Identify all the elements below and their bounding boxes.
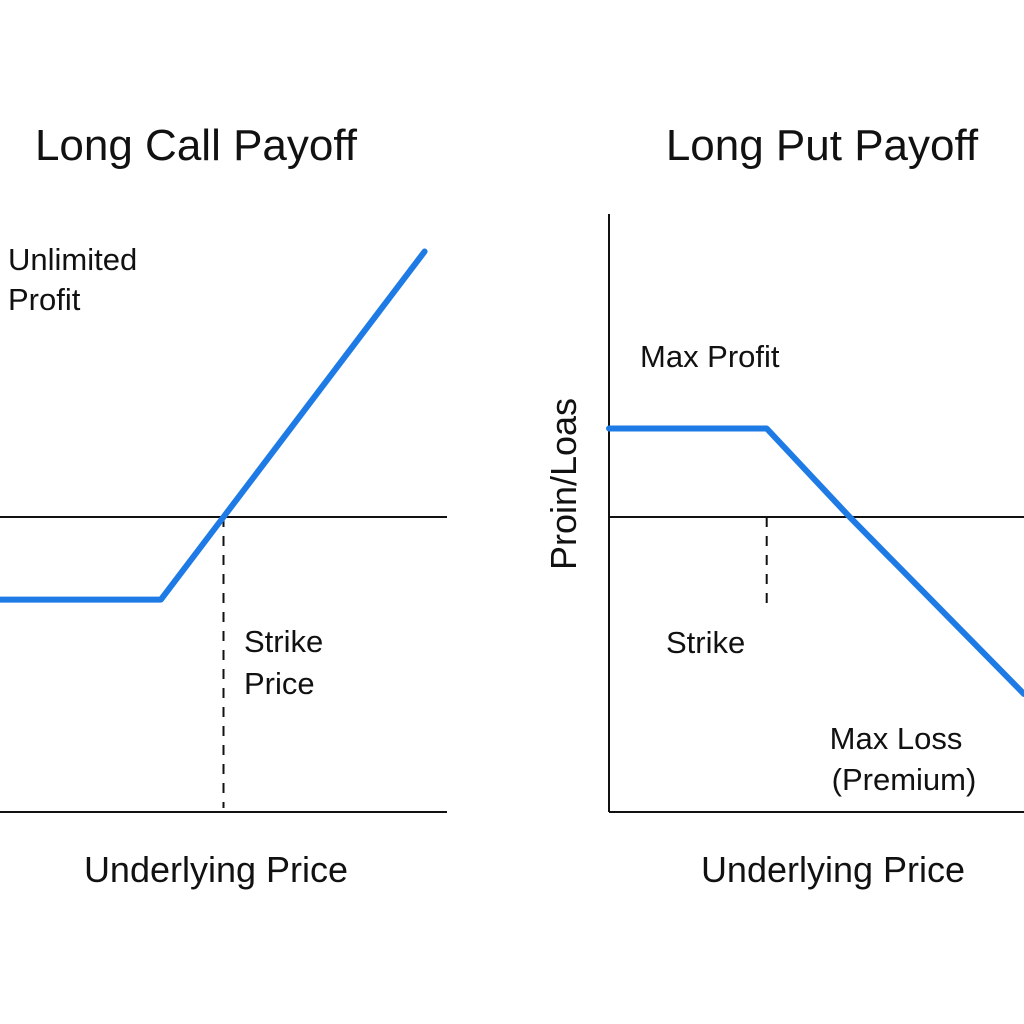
annotation-unlimited: Unlimited xyxy=(8,242,137,277)
annotation-strike: Strike xyxy=(666,625,745,660)
annotation-premium: (Premium) xyxy=(832,762,977,797)
y-axis-label: Proin/Loas xyxy=(543,398,584,570)
annotation-max-loss: Max Loss xyxy=(830,721,963,756)
annotation-profit: Profit xyxy=(8,282,81,317)
payoff-line xyxy=(606,425,1024,697)
payoff-line xyxy=(0,248,428,603)
x-axis-label: Underlying Price xyxy=(84,849,348,890)
chart-title: Long Call Payoff xyxy=(35,121,358,170)
chart-title: Long Put Payoff xyxy=(666,121,979,170)
long-put-chart: Long Put Payoff Proin/Loas Max Profit St… xyxy=(543,121,1024,890)
x-axis-label: Underlying Price xyxy=(701,849,965,890)
annotation-strike: Strike xyxy=(244,624,323,659)
annotation-max-profit: Max Profit xyxy=(640,339,780,374)
long-call-chart: Long Call Payoff Unlimited Profit Strike… xyxy=(0,121,447,890)
annotation-price: Price xyxy=(244,666,315,701)
